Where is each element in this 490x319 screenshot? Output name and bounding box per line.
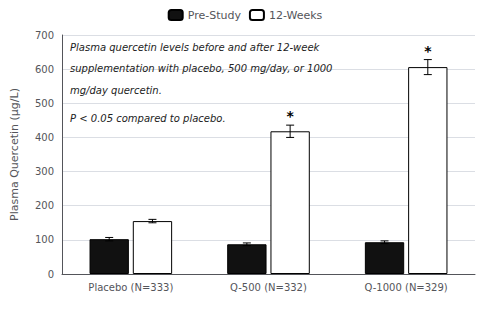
svg-text:Plasma Quercetin (µg/L): Plasma Quercetin (µg/L): [8, 88, 21, 221]
svg-text:Q-500 (N=332): Q-500 (N=332): [230, 282, 307, 293]
svg-text:700: 700: [35, 30, 54, 41]
svg-text:mg/day quercetin.: mg/day quercetin.: [70, 85, 162, 96]
svg-text:Placebo (N=333): Placebo (N=333): [88, 282, 173, 293]
svg-text:*: *: [424, 43, 432, 59]
svg-text:*: *: [286, 108, 294, 124]
svg-text:100: 100: [35, 234, 54, 245]
svg-text:300: 300: [35, 166, 54, 177]
svg-text:12-Weeks: 12-Weeks: [269, 9, 323, 22]
svg-text:400: 400: [35, 132, 54, 143]
svg-text:Plasma quercetin levels before: Plasma quercetin levels before and after…: [70, 42, 321, 53]
svg-text:500: 500: [35, 98, 54, 109]
svg-text:Pre-Study: Pre-Study: [188, 9, 242, 22]
svg-text:P < 0.05 compared to placebo.: P < 0.05 compared to placebo.: [70, 113, 226, 124]
svg-text:0: 0: [48, 269, 54, 280]
svg-text:Q-1000 (N=329): Q-1000 (N=329): [365, 282, 448, 293]
svg-text:600: 600: [35, 64, 54, 75]
svg-text:supplementation with placebo,: supplementation with placebo, 500 mg/day…: [70, 63, 332, 74]
svg-text:200: 200: [35, 200, 54, 211]
